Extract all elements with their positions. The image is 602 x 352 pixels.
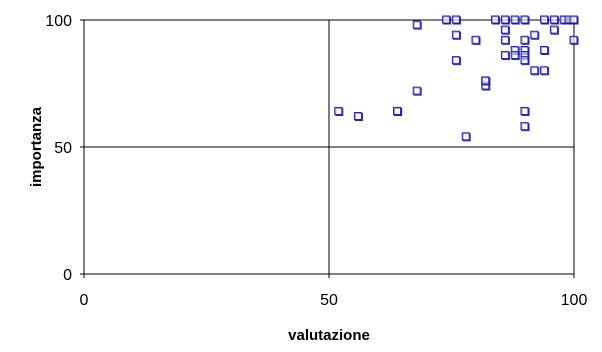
data-point: [353, 112, 363, 122]
data-point: [500, 25, 510, 35]
data-point: [530, 30, 540, 40]
y-tick-label-2: 100: [45, 13, 72, 30]
data-point: [451, 15, 461, 25]
data-point: [461, 132, 471, 142]
data-point: [500, 15, 510, 25]
data-point: [530, 66, 540, 76]
data-point: [520, 122, 530, 132]
data-point: [451, 56, 461, 66]
data-point: [520, 15, 530, 25]
data-point: [500, 35, 510, 45]
data-point: [540, 66, 550, 76]
data-point: [412, 86, 422, 96]
y-tick-label-1: 50: [54, 140, 72, 157]
data-point: [491, 15, 501, 25]
data-point: [510, 15, 520, 25]
data-point: [500, 51, 510, 61]
data-points: [334, 15, 579, 142]
data-point: [442, 15, 452, 25]
grid-lines: [83, 19, 575, 275]
data-point: [471, 35, 481, 45]
y-tick-labels: 0 50 100: [45, 13, 72, 284]
data-point: [549, 25, 559, 35]
y-axis-title: importanza: [28, 106, 45, 187]
data-point: [540, 15, 550, 25]
data-point: [540, 45, 550, 55]
data-point: [334, 106, 344, 116]
y-tick-label-0: 0: [63, 267, 72, 284]
data-point: [520, 106, 530, 116]
data-point: [520, 35, 530, 45]
x-tick-label-2: 100: [561, 292, 588, 309]
data-point: [481, 76, 491, 86]
plot-frame: [80, 19, 575, 278]
data-point: [520, 56, 530, 66]
data-point: [510, 51, 520, 61]
data-point: [569, 35, 579, 45]
data-point: [451, 30, 461, 40]
data-point: [393, 106, 403, 116]
data-point: [412, 20, 422, 30]
x-tick-label-0: 0: [80, 292, 89, 309]
x-tick-labels: 0 50 100: [80, 292, 588, 309]
data-point: [569, 15, 579, 25]
x-tick-label-1: 50: [320, 292, 338, 309]
x-axis-title: valutazione: [288, 327, 370, 344]
data-point: [549, 15, 559, 25]
